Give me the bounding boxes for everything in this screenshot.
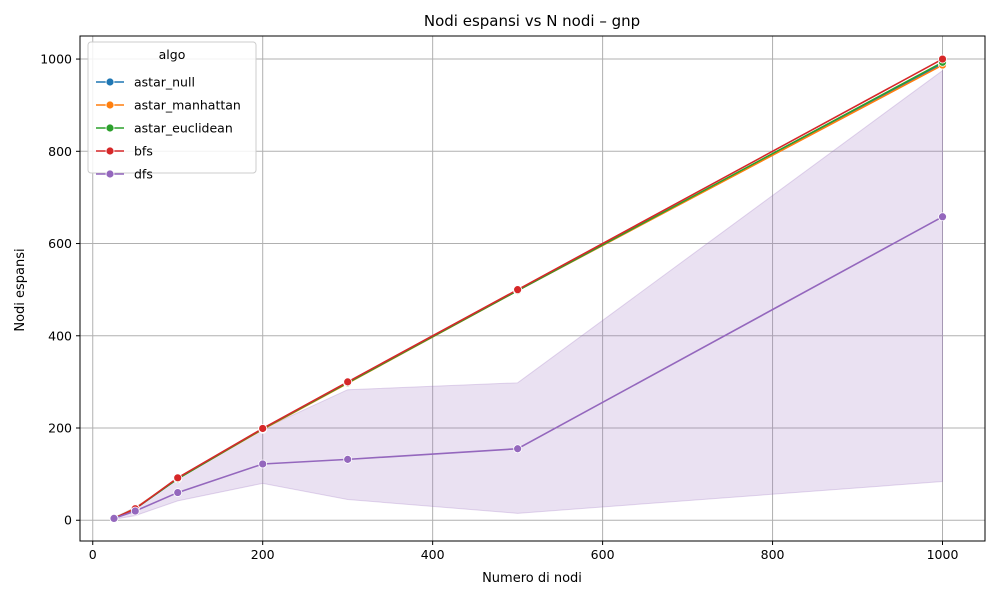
plot-frame	[79, 35, 986, 542]
data-point-dfs	[130, 506, 140, 516]
data-point-dfs	[173, 488, 183, 497]
data-point-bfs	[343, 377, 353, 387]
data-point-dfs	[258, 459, 268, 469]
series-markers	[109, 54, 947, 523]
data-point-bfs	[173, 473, 183, 483]
data-point-dfs	[938, 212, 947, 222]
legend-label-dfs: dfs	[134, 167, 153, 182]
x-tick-label: 0	[89, 547, 97, 562]
x-tick-label: 400	[421, 547, 445, 562]
chart-title: Nodi espansi vs N nodi – gnp	[424, 12, 640, 30]
y-tick-label: 0	[64, 513, 72, 528]
legend-label-astar_null: astar_null	[134, 75, 195, 90]
x-tick-label: 800	[761, 547, 785, 562]
y-tick-label: 200	[48, 421, 72, 436]
axis-ticks: 0 200 400 600 800 1000 0 200 400 600 800 1000	[40, 52, 958, 562]
x-axis-label: Numero di nodi	[482, 571, 582, 586]
data-point-dfs	[343, 454, 353, 464]
legend: algo astar_null astar_manhattan astar_eucli…	[87, 41, 257, 182]
legend-marker-astar_manhattan	[105, 100, 115, 110]
data-point-dfs	[513, 444, 523, 454]
data-point-dfs	[109, 514, 119, 523]
legend-marker-astar_null	[105, 77, 115, 87]
legend-box	[87, 41, 257, 174]
y-tick-label: 600	[48, 236, 72, 251]
data-point-bfs	[938, 54, 947, 64]
legend-label-astar_manhattan: astar_manhattan	[134, 98, 241, 113]
legend-marker-dfs	[105, 169, 115, 179]
y-tick-label: 800	[48, 144, 72, 159]
y-tick-label: 1000	[40, 52, 72, 67]
y-tick-label: 400	[48, 328, 72, 343]
legend-marker-bfs	[105, 146, 115, 156]
grid	[80, 36, 985, 541]
data-point-bfs	[258, 424, 268, 433]
legend-marker-astar_euclidean	[105, 123, 115, 133]
x-tick-label: 200	[251, 547, 275, 562]
legend-title: algo	[159, 47, 186, 62]
y-axis-label: Nodi espansi	[13, 248, 28, 331]
x-tick-label: 1000	[927, 547, 959, 562]
data-point-bfs	[513, 285, 523, 295]
legend-label-astar_euclidean: astar_euclidean	[134, 121, 233, 136]
legend-label-bfs: bfs	[134, 144, 153, 159]
x-tick-label: 600	[591, 547, 615, 562]
